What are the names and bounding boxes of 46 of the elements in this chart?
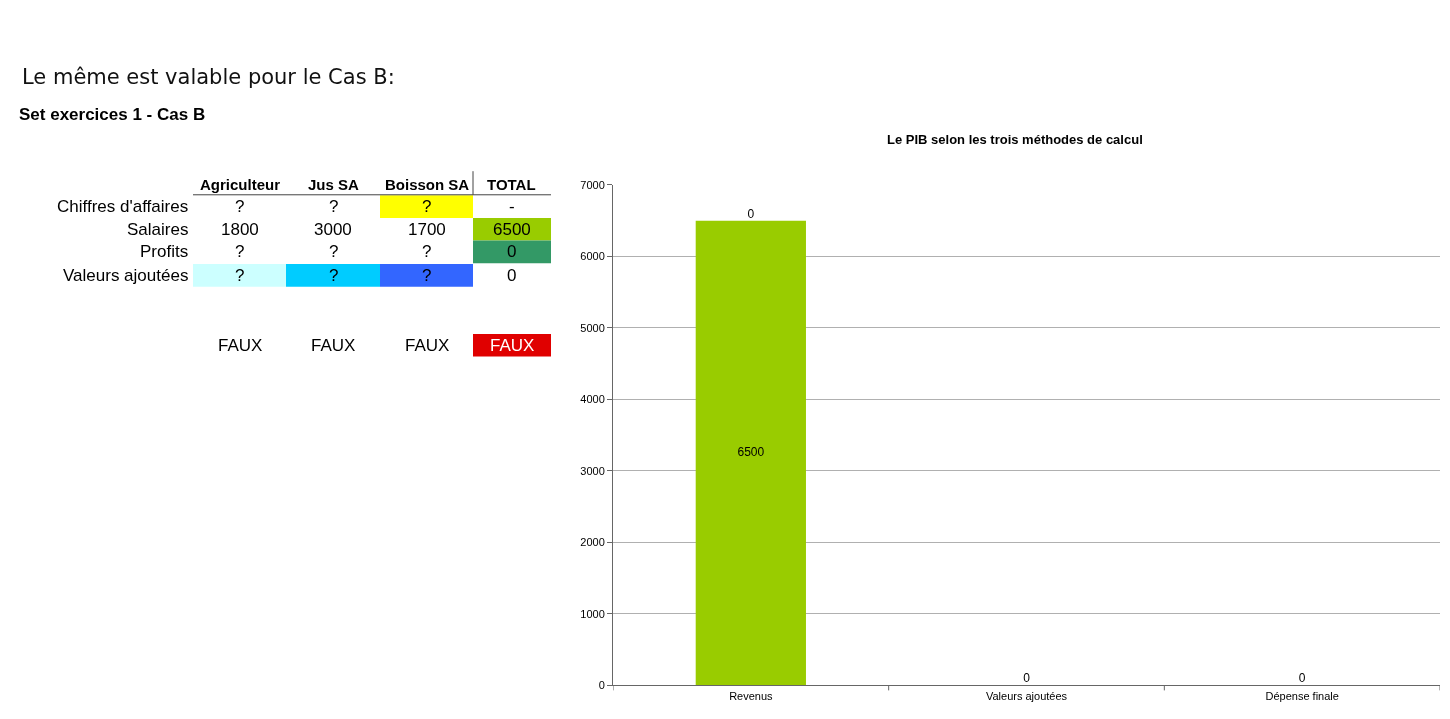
data-label: 0: [1023, 671, 1031, 686]
text: Le même est valable pour le Cas B:: [22, 65, 395, 89]
data-label: 6500: [737, 445, 765, 460]
text: ?: [235, 242, 245, 261]
category-label: Chiffres d'affaires: [57, 197, 189, 216]
y-tick-label: 1000: [580, 607, 605, 620]
text: ?: [329, 197, 339, 216]
text: ?: [422, 197, 432, 216]
y-tick-label: 2000: [580, 536, 605, 549]
y-tick-label: 0: [598, 679, 605, 692]
text: ?: [422, 242, 432, 261]
text: Set exercices 1 - Cas B: [19, 105, 206, 124]
text: 3000: [314, 220, 352, 239]
category-label: Boisson SA: [385, 176, 470, 193]
text: FAUX: [218, 336, 263, 355]
text: 1800: [221, 220, 259, 239]
data-label: 0: [1298, 671, 1306, 686]
x-tick-label: Dépense finale: [1265, 689, 1339, 702]
y-tick-label: 4000: [580, 393, 605, 406]
text: ?: [422, 266, 432, 285]
category-label: Valeurs ajoutées: [63, 266, 189, 285]
text: ?: [329, 242, 339, 261]
y-tick-label: 6000: [580, 250, 605, 263]
text: FAUX: [405, 336, 450, 355]
text: FAUX: [311, 336, 356, 355]
x-tick-label: Valeurs ajoutées: [985, 689, 1068, 702]
y-tick-label: 5000: [580, 321, 605, 334]
text: ?: [329, 266, 339, 285]
text: 1700: [408, 220, 446, 239]
text: -: [509, 197, 515, 216]
y-tick-label: 7000: [580, 178, 605, 191]
category-label: Agriculteur: [200, 176, 281, 193]
text: FAUX: [490, 336, 535, 355]
category-label: Jus SA: [308, 176, 360, 193]
chart-title: Le PIB selon les trois méthodes de calcul: [887, 132, 1143, 147]
text: ?: [235, 197, 245, 216]
category-label: Profits: [140, 242, 189, 261]
text: ?: [235, 266, 245, 285]
category-label: TOTAL: [487, 176, 536, 193]
x-tick-label: Revenus: [729, 689, 774, 702]
data-label: 0: [747, 206, 755, 221]
text: 0: [507, 242, 517, 261]
category-label: Salaires: [127, 220, 189, 239]
text: 0: [507, 266, 517, 285]
y-tick-label: 3000: [580, 464, 605, 477]
text: 6500: [493, 220, 531, 239]
